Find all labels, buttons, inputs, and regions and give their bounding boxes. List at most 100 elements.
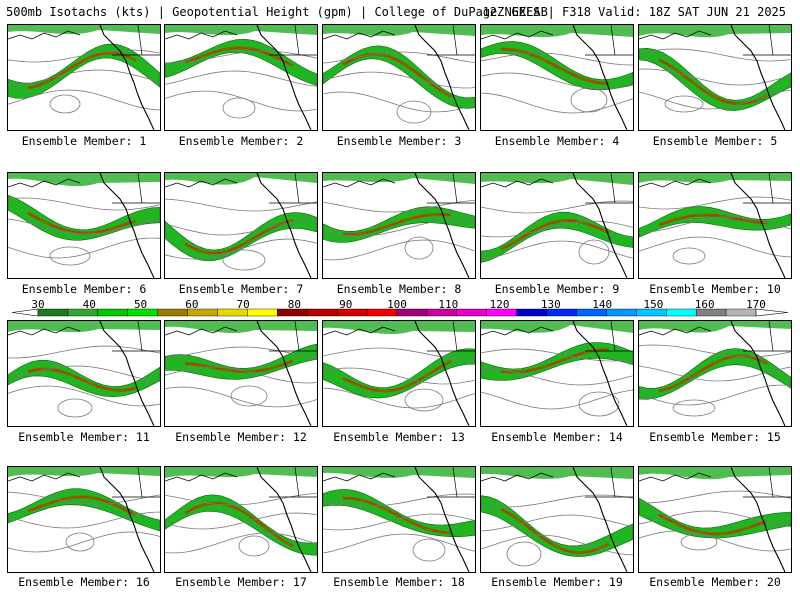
coastline bbox=[256, 173, 312, 278]
ensemble-member-label: Ensemble Member: 1 bbox=[21, 134, 147, 148]
closed-height-contour bbox=[664, 95, 704, 113]
map-canvas bbox=[8, 25, 160, 130]
alaska-coastline bbox=[639, 472, 712, 482]
ensemble-member-map bbox=[480, 24, 634, 131]
height-contour bbox=[639, 48, 791, 62]
political-border bbox=[112, 25, 160, 56]
run-info: 12Z GEFS | F318 Valid: 18Z SAT JUN 21 20… bbox=[482, 5, 786, 19]
map-canvas bbox=[165, 321, 317, 426]
closed-height-contour bbox=[238, 535, 270, 557]
map-canvas bbox=[165, 173, 317, 278]
ensemble-member-map bbox=[164, 320, 318, 427]
height-contour bbox=[481, 92, 633, 114]
closed-height-contour bbox=[404, 388, 444, 412]
coastline bbox=[256, 321, 312, 426]
height-contour bbox=[323, 493, 475, 507]
jet-max-streak bbox=[27, 368, 137, 391]
northern-jet-patch bbox=[323, 467, 475, 478]
height-contour bbox=[165, 512, 317, 530]
height-contour bbox=[639, 89, 791, 110]
ensemble-member-label: Ensemble Member: 19 bbox=[491, 575, 623, 589]
ensemble-member-map bbox=[322, 466, 476, 573]
northern-jet-patch bbox=[323, 321, 475, 335]
alaska-coastline bbox=[323, 326, 396, 336]
ensemble-member-map bbox=[164, 24, 318, 131]
jet-max-streak bbox=[184, 502, 294, 547]
northern-jet-patch bbox=[165, 321, 317, 334]
northern-jet-patch bbox=[639, 321, 791, 333]
alaska-coastline bbox=[481, 326, 554, 336]
political-border bbox=[743, 173, 791, 204]
height-contour bbox=[165, 492, 317, 506]
ensemble-member-label: Ensemble Member: 14 bbox=[491, 430, 623, 444]
height-contour bbox=[165, 386, 317, 408]
map-canvas bbox=[481, 25, 633, 130]
alaska-coastline bbox=[639, 326, 712, 336]
coastline bbox=[256, 25, 312, 130]
height-contour bbox=[165, 90, 317, 112]
coastline bbox=[730, 25, 786, 130]
coastline bbox=[99, 321, 155, 426]
jet-max-streak bbox=[343, 497, 452, 534]
coastline bbox=[572, 25, 628, 130]
colorbar-tick-label: 90 bbox=[339, 298, 353, 311]
ensemble-member-map bbox=[638, 466, 792, 573]
northern-jet-patch bbox=[323, 25, 475, 37]
jet-stream-band bbox=[481, 211, 633, 263]
ensemble-member-label: Ensemble Member: 20 bbox=[649, 575, 781, 589]
height-contour bbox=[639, 344, 791, 358]
coastline bbox=[256, 467, 312, 572]
jet-max-streak bbox=[658, 214, 768, 226]
height-contour bbox=[8, 385, 160, 407]
ensemble-member-label: Ensemble Member: 11 bbox=[18, 430, 150, 444]
coastline bbox=[572, 321, 628, 426]
political-border bbox=[269, 173, 317, 204]
map-canvas bbox=[639, 321, 791, 426]
closed-height-contour bbox=[65, 532, 95, 552]
political-border bbox=[585, 173, 633, 204]
colorbar-tick-label: 150 bbox=[643, 298, 664, 311]
ensemble-member-label: Ensemble Member: 3 bbox=[336, 134, 462, 148]
height-contour bbox=[481, 72, 633, 90]
ensemble-member-label: Ensemble Member: 18 bbox=[333, 575, 465, 589]
ensemble-member-map bbox=[322, 320, 476, 427]
alaska-coastline bbox=[8, 178, 81, 188]
ensemble-member-map bbox=[164, 466, 318, 573]
jet-max-streak bbox=[500, 219, 610, 250]
map-canvas bbox=[481, 467, 633, 572]
political-border bbox=[427, 173, 475, 204]
northern-jet-patch bbox=[8, 467, 160, 477]
height-contour bbox=[639, 510, 791, 527]
height-contour bbox=[323, 71, 475, 89]
colorbar-swatch bbox=[157, 308, 188, 317]
closed-height-contour bbox=[222, 97, 256, 119]
northern-jet-patch bbox=[639, 173, 791, 184]
map-canvas bbox=[8, 467, 160, 572]
height-contour bbox=[639, 236, 791, 258]
map-canvas bbox=[8, 173, 160, 278]
ensemble-member-label: Ensemble Member: 12 bbox=[175, 430, 307, 444]
height-contour bbox=[8, 197, 160, 211]
jet-stream-band bbox=[639, 497, 791, 539]
height-contour bbox=[165, 532, 317, 554]
alaska-coastline bbox=[481, 178, 554, 188]
northern-jet-patch bbox=[323, 173, 475, 184]
jet-max-streak bbox=[501, 48, 610, 85]
coastline bbox=[99, 25, 155, 130]
height-contour bbox=[639, 196, 791, 210]
jet-max-streak bbox=[342, 213, 452, 235]
northern-jet-patch bbox=[481, 25, 633, 38]
jet-max-streak bbox=[184, 47, 294, 67]
coastline bbox=[414, 467, 470, 572]
height-contour bbox=[639, 384, 791, 406]
height-contour bbox=[481, 494, 633, 508]
closed-height-contour bbox=[222, 249, 266, 271]
political-border bbox=[427, 467, 475, 498]
height-contour bbox=[323, 91, 475, 113]
colorbar-swatch bbox=[307, 308, 338, 317]
jet-stream-band bbox=[8, 43, 160, 99]
jet-stream-band bbox=[165, 212, 317, 262]
colorbar-swatch bbox=[247, 308, 278, 317]
height-contour bbox=[323, 51, 475, 64]
height-contour bbox=[639, 216, 791, 234]
